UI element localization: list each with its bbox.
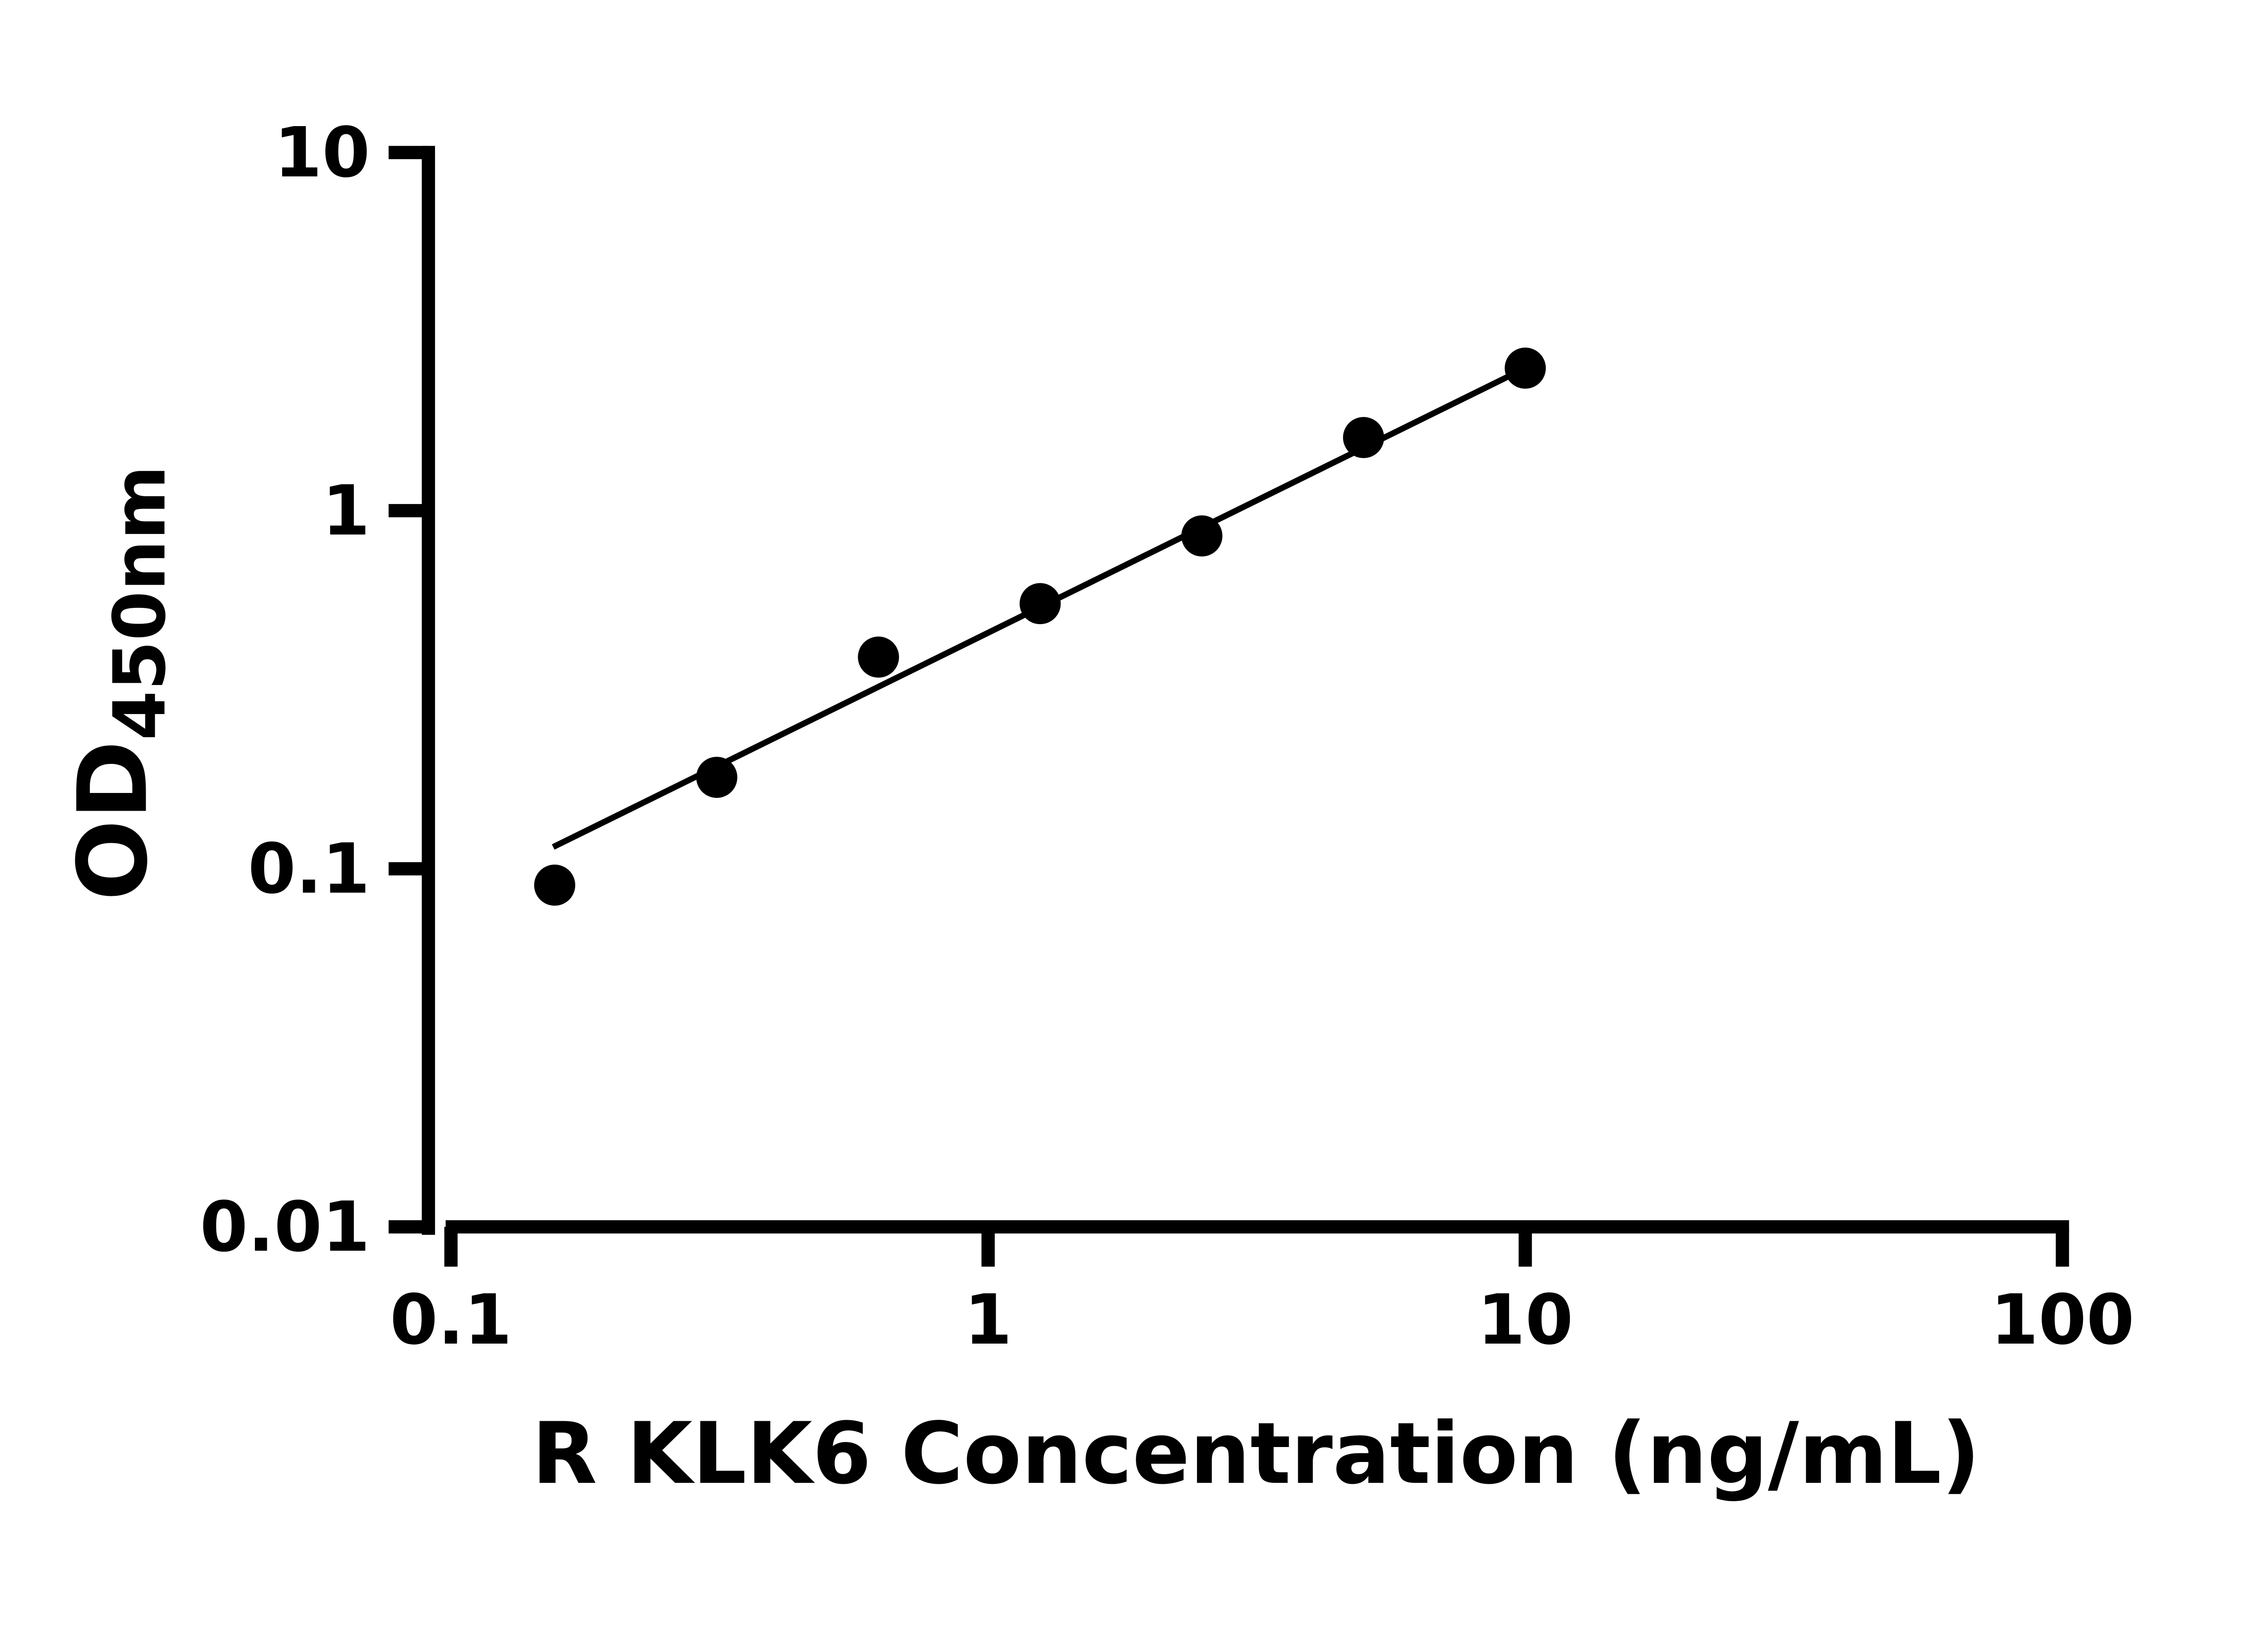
y-axis-title-main: OD [58, 740, 169, 901]
data-point [534, 865, 576, 906]
x-tick-label: 1 [964, 1280, 1012, 1360]
data-point [1343, 417, 1384, 458]
x-tick-label: 10 [1477, 1280, 1574, 1360]
axes [421, 146, 2069, 1235]
x-tick-label: 0.1 [390, 1280, 512, 1360]
y-axis-title-sub: 450nm [98, 465, 182, 740]
y-tick-label: 0.1 [248, 829, 370, 909]
chart-background [0, 0, 2268, 1592]
y-tick-label: 1 [322, 470, 370, 551]
figure-page: 0.1 1 10 100 0.01 0.1 1 10 R KLK6 Concentration… [0, 0, 2268, 1592]
data-point [1019, 583, 1061, 625]
plot-series [534, 347, 1546, 906]
data-point [1505, 347, 1546, 389]
y-tick-label: 10 [274, 112, 370, 193]
x-tick-label: 100 [1990, 1280, 2134, 1360]
y-axis-title: OD450nm [58, 465, 182, 901]
data-point [1181, 515, 1222, 557]
y-tick-label: 0.01 [200, 1187, 370, 1267]
axis-ticks [388, 146, 2069, 1267]
x-axis-title: R KLK6 Concentration (ng/mL) [532, 1404, 1980, 1503]
data-point [696, 757, 738, 798]
data-point [858, 636, 899, 678]
